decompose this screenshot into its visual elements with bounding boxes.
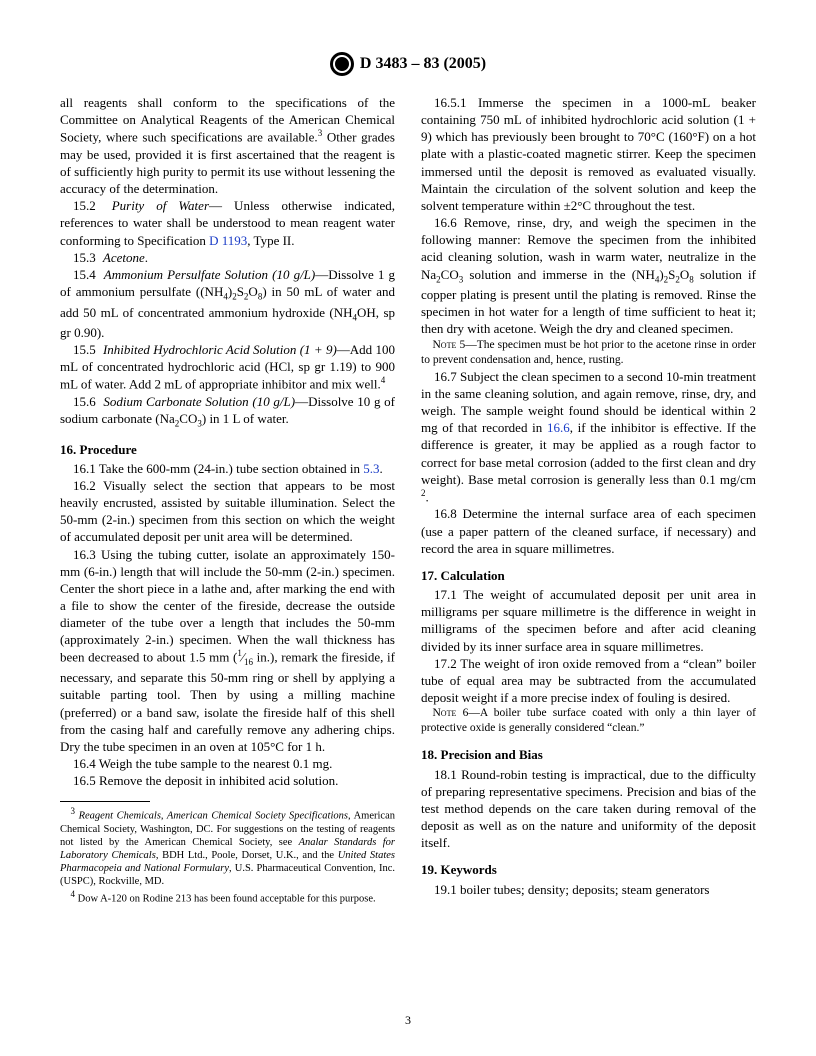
p-16-5-1: 16.5.1 Immerse the specimen in a 1000-mL…	[421, 94, 756, 214]
body-columns: all reagents shall conform to the specif…	[60, 94, 756, 905]
ref-16-6[interactable]: 16.6	[547, 420, 570, 435]
p-17-1: 17.1 The weight of accumulated deposit p…	[421, 586, 756, 655]
h-17: 17. Calculation	[421, 567, 756, 584]
p-16-3: 16.3 Using the tubing cutter, isolate an…	[60, 546, 395, 756]
note-6: Note 6—A boiler tube surface coated with…	[421, 706, 756, 736]
h-19: 19. Keywords	[421, 861, 756, 878]
p-15-2: 15.2 Purity of Water— Unless otherwise i…	[60, 197, 395, 248]
p-15-5: 15.5 Inhibited Hydrochloric Acid Solutio…	[60, 341, 395, 393]
h-18: 18. Precision and Bias	[421, 746, 756, 763]
lead-paragraph: all reagents shall conform to the specif…	[60, 94, 395, 197]
p-19-1: 19.1 boiler tubes; density; deposits; st…	[421, 881, 756, 898]
note-5: Note 5—The specimen must be hot prior to…	[421, 338, 756, 368]
p-16-8: 16.8 Determine the internal surface area…	[421, 505, 756, 556]
standard-number: D 3483 – 83 (2005)	[360, 55, 486, 73]
p-18-1: 18.1 Round-robin testing is impractical,…	[421, 766, 756, 852]
ref-d1193[interactable]: D 1193	[209, 233, 247, 248]
footnote-4: 4 Dow A-120 on Rodine 213 has been found…	[60, 889, 395, 906]
footnote-block: 3 Reagent Chemicals, American Chemical S…	[60, 801, 395, 905]
page-header: D 3483 – 83 (2005)	[60, 52, 756, 76]
page-number: 3	[0, 1013, 816, 1028]
p-16-7: 16.7 Subject the clean specimen to a sec…	[421, 368, 756, 506]
astm-logo	[330, 52, 354, 76]
p-16-5: 16.5 Remove the deposit in inhibited aci…	[60, 772, 395, 789]
ref-5-3[interactable]: 5.3	[363, 461, 379, 476]
p-15-6: 15.6 Sodium Carbonate Solution (10 g/L)—…	[60, 393, 395, 431]
p-16-4: 16.4 Weigh the tube sample to the neares…	[60, 755, 395, 772]
footnote-ref-4: 4	[381, 375, 386, 385]
p-17-2: 17.2 The weight of iron oxide removed fr…	[421, 655, 756, 706]
p-15-3: 15.3 Acetone.	[60, 249, 395, 266]
p-16-6: 16.6 Remove, rinse, dry, and weigh the s…	[421, 214, 756, 337]
p-15-4: 15.4 Ammonium Persulfate Solution (10 g/…	[60, 266, 395, 341]
p-16-1: 16.1 Take the 600-mm (24-in.) tube secti…	[60, 460, 395, 477]
p-16-2: 16.2 Visually select the section that ap…	[60, 477, 395, 546]
footnote-rule	[60, 801, 150, 802]
h-16: 16. Procedure	[60, 441, 395, 458]
footnote-3: 3 Reagent Chemicals, American Chemical S…	[60, 806, 395, 888]
